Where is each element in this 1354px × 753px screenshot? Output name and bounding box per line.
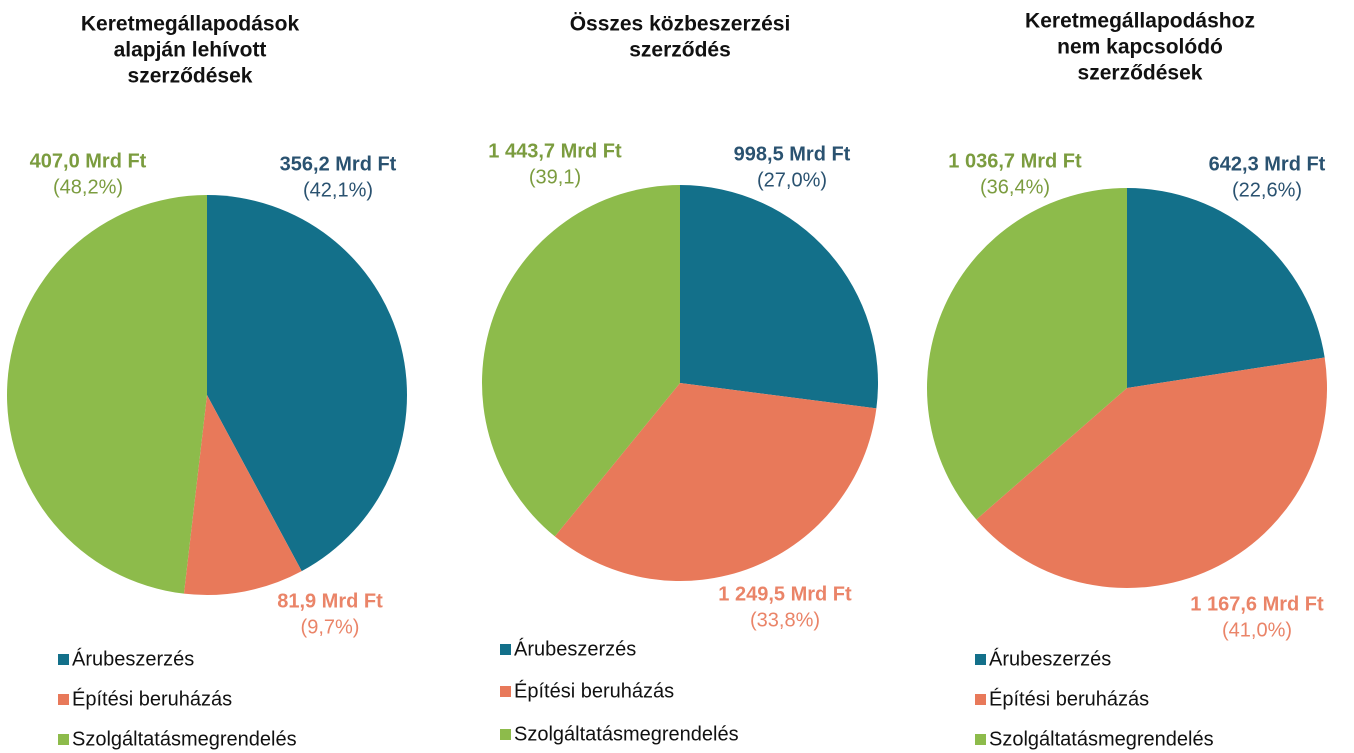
- legend-label: Árubeszerzés: [989, 647, 1111, 670]
- chart-title: szerződések: [1078, 62, 1203, 85]
- percent-label: (27,0%): [757, 169, 827, 191]
- pie-slice: [554, 383, 877, 582]
- percent-label: (33,8%): [750, 609, 820, 631]
- value-label: 1 167,6 Mrd Ft: [1190, 593, 1324, 615]
- percent-label: (36,4%): [980, 176, 1050, 198]
- value-label: 407,0 Mrd Ft: [30, 150, 147, 172]
- legend-marker: [975, 654, 986, 665]
- chart-title: Keretmegállapodáshoz: [1025, 10, 1255, 33]
- legend-marker: [500, 686, 511, 697]
- pie-slice: [927, 188, 1127, 520]
- legend-label: Szolgáltatásmegrendelés: [989, 728, 1214, 750]
- legend-label: Építési beruházás: [72, 687, 232, 710]
- chart-title: szerződések: [128, 65, 253, 88]
- legend-label: Építési beruházás: [989, 687, 1149, 710]
- legend-label: Építési beruházás: [514, 679, 674, 702]
- pie-slice: [482, 185, 680, 537]
- legend-marker: [58, 694, 69, 705]
- chart-title: nem kapcsolódó: [1057, 36, 1223, 59]
- legend-label: Árubeszerzés: [72, 647, 194, 670]
- value-label: 642,3 Mrd Ft: [1209, 153, 1326, 175]
- legend-marker: [975, 694, 986, 705]
- chart-title: Összes közbeszerzési: [570, 13, 791, 36]
- pie-slice: [976, 357, 1327, 588]
- legend-marker: [58, 654, 69, 665]
- pie-slice: [207, 195, 407, 572]
- legend-label: Szolgáltatásmegrendelés: [72, 728, 297, 750]
- chart-title: szerződés: [629, 39, 731, 62]
- pie-slice: [1127, 188, 1325, 388]
- value-label: 998,5 Mrd Ft: [734, 143, 851, 165]
- percent-label: (42,1%): [303, 179, 373, 201]
- legend-marker: [58, 734, 69, 745]
- chart-title: alapján lehívott: [114, 39, 267, 62]
- value-label: 1 443,7 Mrd Ft: [488, 140, 622, 162]
- value-label: 81,9 Mrd Ft: [277, 590, 383, 612]
- pie-slice: [183, 395, 302, 595]
- legend-marker: [975, 734, 986, 745]
- percent-label: (41,0%): [1222, 619, 1292, 641]
- percent-label: (9,7%): [301, 616, 360, 638]
- pie-slice: [7, 195, 208, 594]
- legend-label: Árubeszerzés: [514, 637, 636, 660]
- legend-marker: [500, 729, 511, 740]
- value-label: 1 036,7 Mrd Ft: [948, 150, 1082, 172]
- chart-title: Keretmegállapodások: [81, 13, 300, 36]
- pie-slice: [680, 185, 878, 409]
- percent-label: (22,6%): [1232, 179, 1302, 201]
- value-label: 356,2 Mrd Ft: [280, 153, 397, 175]
- percent-label: (48,2%): [53, 176, 123, 198]
- value-label: 1 249,5 Mrd Ft: [718, 583, 852, 605]
- legend-label: Szolgáltatásmegrendelés: [514, 723, 739, 745]
- legend-marker: [500, 644, 511, 655]
- percent-label: (39,1): [529, 166, 581, 188]
